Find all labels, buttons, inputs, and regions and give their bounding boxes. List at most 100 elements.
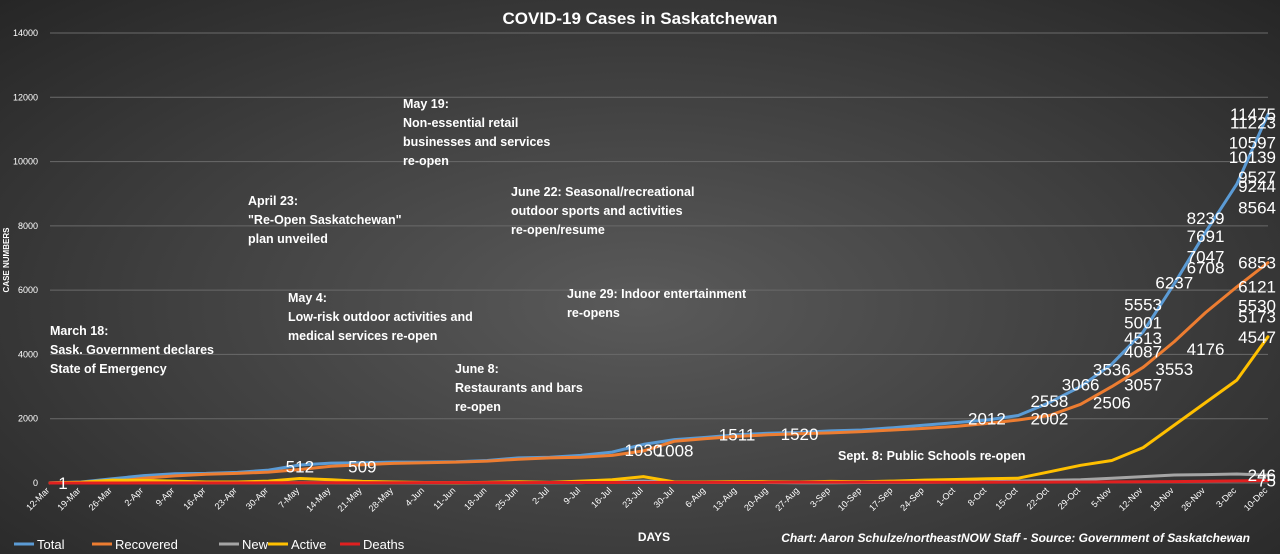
- annotation-line: May 19:: [403, 97, 449, 111]
- data-label: 1030: [624, 441, 662, 460]
- data-point-recovered: [486, 459, 489, 463]
- data-point-total: [1079, 385, 1082, 388]
- annotation-line: Restaurants and bars: [455, 381, 583, 395]
- x-tick-label: 2-Apr: [122, 485, 145, 508]
- x-tick-label: 18-Jun: [462, 485, 489, 512]
- data-point-deaths: [1048, 480, 1051, 484]
- data-label: 2002: [1030, 410, 1068, 429]
- x-tick-label: 26-Mar: [87, 485, 114, 512]
- annotation-line: May 4:: [288, 291, 327, 305]
- data-point-deaths: [173, 481, 177, 485]
- x-tick-label: 11-Jun: [431, 485, 457, 511]
- data-label: 5173: [1238, 308, 1276, 327]
- data-point-deaths: [517, 481, 520, 484]
- data-point-deaths: [767, 481, 770, 484]
- data-point-recovered: [1110, 385, 1114, 388]
- x-tick-label: 9-Jul: [561, 485, 582, 506]
- x-tick-label: 10-Sep: [836, 485, 864, 513]
- x-axis-title: DAYS: [638, 530, 670, 544]
- data-point-recovered: [860, 430, 864, 433]
- annotation: May 4: Low-risk outdoor activities and med…: [288, 291, 473, 343]
- x-tick-label: 20-Aug: [742, 485, 770, 513]
- data-label: 4176: [1187, 340, 1225, 359]
- data-point-new: [1141, 475, 1145, 478]
- annotation-line: Sept. 8: Public Schools re-open: [838, 449, 1026, 463]
- legend-label-total: Total: [37, 537, 65, 552]
- data-point-total: [892, 426, 895, 429]
- data-point-active: [642, 475, 645, 478]
- data-label: 11223: [1230, 113, 1276, 132]
- x-tick-label: 16-Apr: [181, 485, 207, 511]
- y-tick-label: 12000: [13, 92, 38, 102]
- data-point-active: [1016, 476, 1020, 480]
- data-label: 6708: [1187, 258, 1225, 277]
- data-label: 4087: [1124, 343, 1162, 362]
- data-point-active: [1173, 423, 1176, 427]
- data-point-deaths: [579, 481, 583, 484]
- data-point-recovered: [1079, 403, 1082, 406]
- data-point-active: [111, 478, 114, 482]
- data-point-recovered: [142, 476, 145, 480]
- data-label: 5553: [1124, 296, 1162, 315]
- data-point-deaths: [829, 481, 832, 484]
- data-label: 8564: [1238, 199, 1276, 218]
- y-tick-label: 4000: [18, 349, 38, 359]
- annotation-line: medical services re-open: [288, 329, 437, 343]
- data-label: 509: [348, 458, 376, 477]
- series-line-recovered: [48, 261, 1270, 485]
- data-point-deaths: [860, 481, 864, 484]
- data-point-recovered: [1016, 418, 1020, 422]
- data-point-total: [1110, 362, 1114, 366]
- annotation-line: re-open/resume: [511, 223, 605, 237]
- data-label: 6121: [1238, 277, 1276, 296]
- data-point-deaths: [267, 481, 270, 485]
- legend: Total Recovered New Active Deaths: [14, 537, 405, 552]
- data-point-deaths: [1110, 480, 1114, 484]
- y-tick-label: 0: [33, 478, 38, 488]
- data-point-recovered: [767, 433, 770, 436]
- x-tick-label: 15-Oct: [993, 485, 1020, 512]
- data-point-recovered: [423, 461, 426, 464]
- annotation: Sept. 8: Public Schools re-open: [838, 449, 1026, 463]
- data-point-deaths: [361, 481, 364, 484]
- annotation-line: June 8:: [455, 362, 499, 376]
- data-point-deaths: [1016, 480, 1020, 484]
- data-point-total: [1048, 401, 1051, 404]
- legend-label-deaths: Deaths: [363, 537, 405, 552]
- data-label: 9527: [1238, 168, 1276, 187]
- data-label: 9244: [1238, 177, 1276, 196]
- y-tick-label: 14000: [13, 28, 38, 38]
- data-point-recovered: [642, 449, 645, 453]
- annotation-line: plan unveiled: [248, 232, 328, 246]
- data-point-active: [1110, 459, 1114, 462]
- x-tick-label: 12-Nov: [1117, 485, 1145, 513]
- data-point-recovered: [1204, 311, 1207, 314]
- data-point-deaths: [111, 481, 114, 485]
- x-tick-label: 30-Apr: [244, 485, 270, 511]
- data-point-new: [1204, 473, 1207, 476]
- annotations: March 18: Sask. Government declares State …: [50, 97, 1026, 463]
- data-label: 1511: [719, 425, 756, 444]
- data-point-deaths: [1235, 479, 1238, 483]
- data-point-recovered: [392, 462, 395, 465]
- data-point-recovered: [954, 425, 957, 428]
- data-label: 3057: [1124, 376, 1162, 395]
- data-label: 4547: [1238, 328, 1276, 347]
- gridlines: [50, 32, 1268, 484]
- x-tick-label: 14-May: [304, 485, 333, 514]
- x-tick-label: 7-May: [277, 485, 302, 510]
- data-label: 75: [1257, 472, 1276, 491]
- x-tick-label: 19-Nov: [1148, 485, 1176, 513]
- data-point-active: [1235, 378, 1238, 382]
- annotation-line: June 22: Seasonal/recreational: [511, 185, 694, 199]
- x-tick-label: 13-Aug: [711, 485, 739, 513]
- x-tick-label: 2-Jul: [530, 485, 551, 506]
- data-label: 10139: [1229, 148, 1276, 167]
- data-point-total: [1141, 330, 1145, 334]
- data-point-active: [1204, 401, 1207, 404]
- annotation-line: March 18:: [50, 324, 108, 338]
- data-point-total: [329, 461, 333, 465]
- x-tick-label: 22-Oct: [1025, 485, 1052, 512]
- data-point-recovered: [829, 431, 832, 435]
- x-tick-label: 16-Jul: [589, 485, 613, 509]
